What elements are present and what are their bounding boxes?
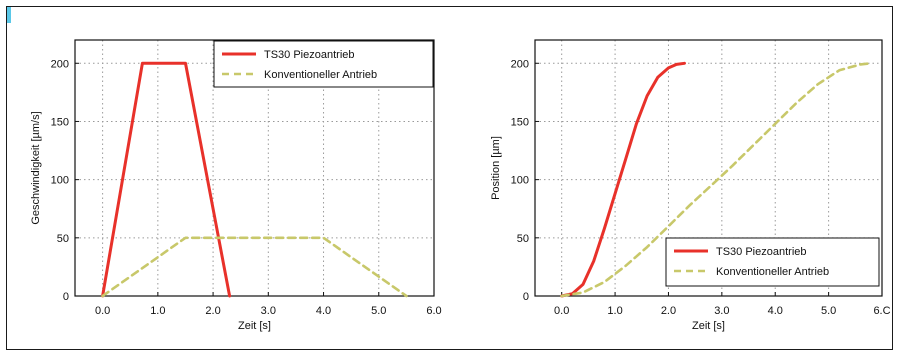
y-tick-label: 100 <box>511 175 529 187</box>
y-tick-label: 0 <box>63 291 69 303</box>
x-tick-label: 3.0 <box>714 305 729 317</box>
chart-1: 0.0 1.0 2.0 3.0 4.0 5.0 6.0 0 50 100 150 200 Zeit [s… <box>30 39 442 332</box>
series-line-2 <box>101 236 408 298</box>
series-line-1 <box>101 61 232 298</box>
x-tick-label: 2.0 <box>661 305 676 317</box>
y-tick-label: 200 <box>51 58 69 70</box>
x-tick-label: 6.C <box>873 305 890 317</box>
x-tick-label: 5.0 <box>821 305 836 317</box>
legend-box <box>665 237 880 287</box>
legend-label-1: TS30 Piezoantrieb <box>716 246 807 258</box>
x-tick-label: 1.0 <box>607 305 622 317</box>
series-line-2 <box>560 61 873 298</box>
x-tick-label: 2.0 <box>205 305 220 317</box>
x-tick-label: 5.0 <box>371 305 386 317</box>
legend-label-2: Konventioneller Antrieb <box>716 266 829 278</box>
y-tick-label: 0 <box>523 291 529 303</box>
legend-box <box>213 40 434 88</box>
x-tick-label: 4.0 <box>768 305 783 317</box>
y-tick-label: 150 <box>511 116 529 128</box>
x-tick-label: 1.0 <box>150 305 165 317</box>
legend-label-1: TS30 Piezoantrieb <box>264 49 355 61</box>
y-tick-label: 200 <box>511 58 529 70</box>
x-tick-label: 0.0 <box>95 305 110 317</box>
legend-label-2: Konventioneller Antrieb <box>264 69 377 81</box>
y-tick-label: 100 <box>51 175 69 187</box>
x-axis-label: Zeit [s] <box>238 320 271 332</box>
x-axis-label: Zeit [s] <box>692 320 725 332</box>
x-tick-label: 4.0 <box>316 305 331 317</box>
y-tick-label: 50 <box>57 233 69 245</box>
y-axis-label: Position [µm] <box>490 136 502 200</box>
series-line-1 <box>560 61 686 298</box>
axes-box <box>74 39 435 297</box>
accent-mark <box>7 7 11 23</box>
x-tick-label: 6.0 <box>426 305 441 317</box>
x-tick-label: 3.0 <box>261 305 276 317</box>
y-axis-label: Geschwindigkeit [µm/s] <box>30 111 42 224</box>
x-tick-label: 0.0 <box>554 305 569 317</box>
y-tick-label: 50 <box>517 233 529 245</box>
axes-box <box>534 39 883 297</box>
y-tick-label: 150 <box>51 116 69 128</box>
chart-2: 0.0 1.0 2.0 3.0 4.0 5.0 6.C 0 50 100 150 200 Zeit [s… <box>490 39 891 332</box>
